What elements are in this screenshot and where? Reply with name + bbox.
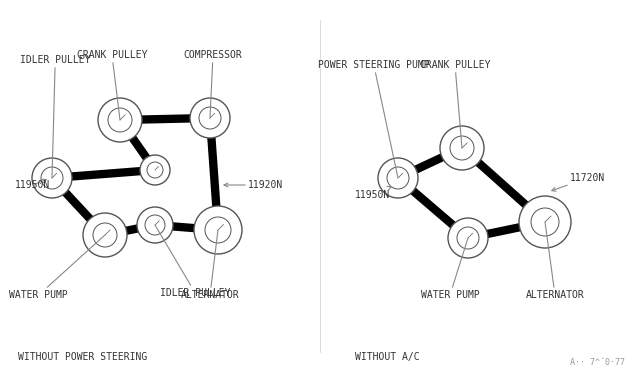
Circle shape <box>190 98 230 138</box>
Circle shape <box>387 167 409 189</box>
Text: POWER STEERING PUMP: POWER STEERING PUMP <box>318 60 429 178</box>
Circle shape <box>41 167 63 189</box>
Text: 11950N: 11950N <box>15 179 51 190</box>
Circle shape <box>450 136 474 160</box>
Circle shape <box>199 107 221 129</box>
Circle shape <box>98 98 142 142</box>
Circle shape <box>519 196 571 248</box>
Circle shape <box>145 215 165 235</box>
Text: ALTERNATOR: ALTERNATOR <box>180 230 239 300</box>
Text: A·· 7^´0·77: A·· 7^´0·77 <box>570 358 625 367</box>
Text: 11720N: 11720N <box>552 173 605 191</box>
Circle shape <box>457 227 479 249</box>
Circle shape <box>378 158 418 198</box>
Text: IDLER PULLEY: IDLER PULLEY <box>155 225 230 298</box>
Text: WITHOUT POWER STEERING: WITHOUT POWER STEERING <box>18 352 147 362</box>
Text: IDLER PULLEY: IDLER PULLEY <box>20 55 90 178</box>
Text: ALTERNATOR: ALTERNATOR <box>525 222 584 300</box>
Circle shape <box>108 108 132 132</box>
Circle shape <box>440 126 484 170</box>
Text: WATER PUMP: WATER PUMP <box>420 238 479 300</box>
Text: CRANK PULLEY: CRANK PULLEY <box>420 60 490 148</box>
Circle shape <box>83 213 127 257</box>
Circle shape <box>137 207 173 243</box>
Circle shape <box>448 218 488 258</box>
Text: 11920N: 11920N <box>224 180 284 190</box>
Text: WITHOUT A/C: WITHOUT A/C <box>355 352 420 362</box>
Circle shape <box>205 217 231 243</box>
Text: CRANK PULLEY: CRANK PULLEY <box>77 50 147 120</box>
Circle shape <box>140 155 170 185</box>
Circle shape <box>147 162 163 178</box>
Circle shape <box>531 208 559 236</box>
Circle shape <box>194 206 242 254</box>
Text: WATER PUMP: WATER PUMP <box>9 235 105 300</box>
Text: COMPRESSOR: COMPRESSOR <box>184 50 243 118</box>
Text: 11950N: 11950N <box>355 186 391 200</box>
Circle shape <box>93 223 117 247</box>
Circle shape <box>32 158 72 198</box>
